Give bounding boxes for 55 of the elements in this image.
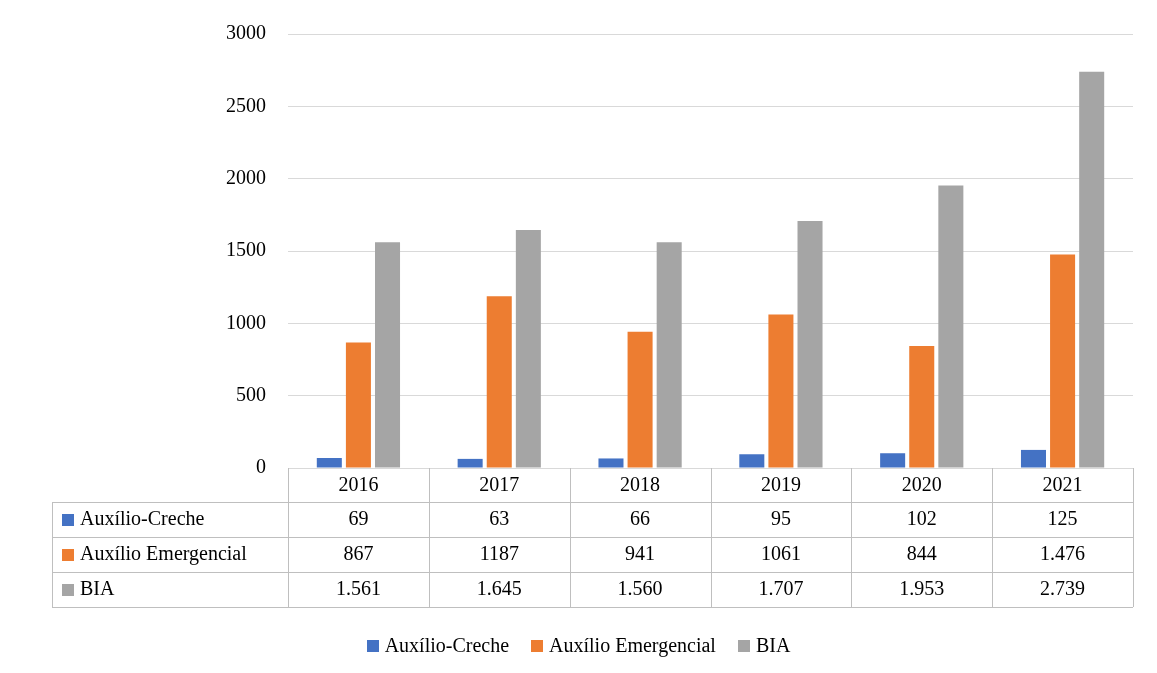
x-tick-label: 2018 bbox=[620, 473, 661, 496]
data-label: 1187 bbox=[479, 541, 519, 564]
y-tick-label: 2500 bbox=[226, 93, 266, 116]
y-tick-label: 3000 bbox=[226, 21, 266, 44]
x-tick-label: 2016 bbox=[338, 473, 379, 496]
bar bbox=[768, 314, 794, 468]
data-label: 69 bbox=[348, 506, 369, 529]
y-tick-label: 500 bbox=[236, 382, 266, 405]
data-label: 867 bbox=[343, 541, 374, 564]
legend-label: Auxílio-Creche bbox=[80, 506, 205, 529]
data-label: 2.739 bbox=[1040, 576, 1086, 599]
y-tick-label: 2000 bbox=[226, 165, 266, 188]
bar bbox=[797, 221, 823, 468]
data-label: 102 bbox=[906, 506, 937, 529]
bar bbox=[1050, 254, 1076, 468]
bar bbox=[1020, 449, 1046, 468]
x-tick-label: 2021 bbox=[1042, 473, 1083, 496]
legend-label: Auxílio Emergencial bbox=[80, 541, 248, 565]
bar bbox=[375, 242, 401, 468]
data-label: 941 bbox=[625, 541, 656, 564]
bar bbox=[1079, 71, 1105, 468]
y-tick-label: 0 bbox=[256, 455, 266, 478]
data-label: 1.645 bbox=[476, 576, 522, 599]
text: BIA bbox=[80, 576, 115, 599]
x-tick-label: 2017 bbox=[479, 473, 520, 496]
bar bbox=[909, 345, 935, 468]
x-tick-label: 2020 bbox=[901, 473, 942, 496]
data-label: 844 bbox=[906, 541, 937, 564]
bar bbox=[598, 458, 624, 468]
bar bbox=[457, 458, 483, 468]
text: Auxílio Emergencial bbox=[549, 634, 716, 656]
legend-label: BIA bbox=[755, 634, 791, 657]
bar bbox=[316, 458, 342, 468]
data-label: 125 bbox=[1047, 506, 1078, 529]
y-tick-label: 1000 bbox=[226, 310, 266, 333]
data-label: 1.953 bbox=[899, 576, 945, 599]
data-label: 66 bbox=[630, 506, 651, 529]
bar bbox=[345, 342, 371, 468]
data-label: 63 bbox=[489, 506, 510, 529]
bar bbox=[515, 230, 541, 468]
y-tick-label: 1500 bbox=[226, 238, 266, 261]
bar bbox=[627, 331, 653, 468]
data-label: 1.561 bbox=[335, 576, 381, 599]
bar bbox=[880, 453, 906, 468]
data-label: 95 bbox=[770, 506, 791, 529]
data-label: 1.476 bbox=[1040, 541, 1086, 564]
data-label: 1061 bbox=[760, 541, 801, 564]
data-label: 1.707 bbox=[758, 576, 804, 599]
bar bbox=[739, 454, 765, 468]
text: Auxílio-Creche bbox=[384, 634, 510, 656]
data-label: 1.560 bbox=[617, 576, 663, 599]
bar bbox=[486, 296, 512, 468]
bar bbox=[938, 185, 964, 468]
x-tick-label: 2019 bbox=[760, 473, 801, 496]
bar bbox=[656, 242, 682, 468]
